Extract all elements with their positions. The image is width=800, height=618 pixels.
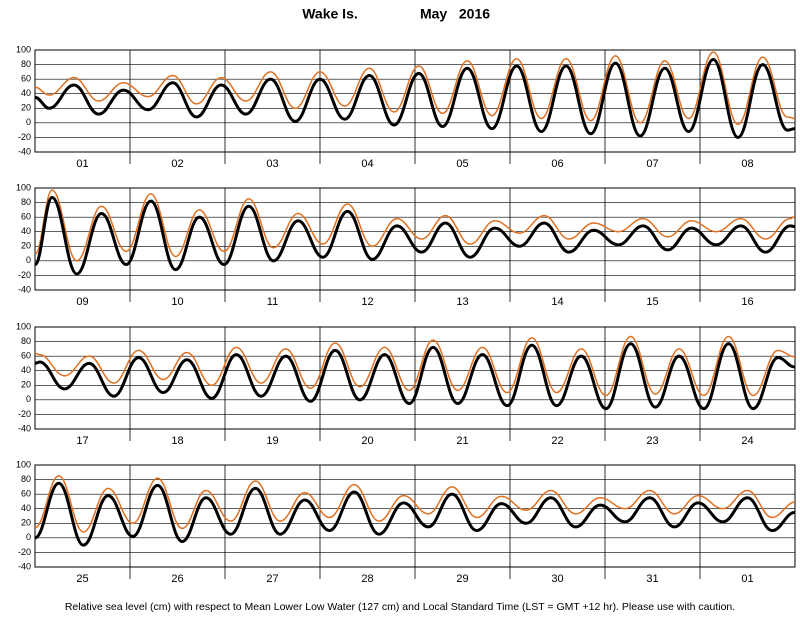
- day-label: 13: [456, 296, 468, 308]
- y-tick-label: -40: [18, 284, 31, 294]
- y-tick-label: 20: [21, 103, 31, 113]
- day-label: 25: [76, 573, 88, 585]
- y-tick-label: 60: [21, 74, 31, 84]
- day-label: 16: [741, 296, 753, 308]
- y-tick-label: -40: [18, 423, 31, 433]
- y-tick-label: 80: [21, 59, 31, 69]
- y-tick-label: 60: [21, 351, 31, 361]
- day-label: 29: [456, 573, 468, 585]
- day-label: 24: [741, 435, 753, 447]
- day-label: 30: [551, 573, 563, 585]
- y-tick-label: -40: [18, 561, 31, 571]
- y-tick-label: 80: [21, 197, 31, 207]
- day-label: 08: [741, 158, 753, 170]
- y-tick-label: 0: [26, 394, 31, 404]
- y-tick-label: 20: [21, 380, 31, 390]
- tide-line: [35, 342, 795, 411]
- y-tick-label: 0: [26, 532, 31, 542]
- day-label: 03: [266, 158, 278, 170]
- day-label: 05: [456, 158, 468, 170]
- y-tick-label: 100: [16, 44, 31, 54]
- subtitle: May 2016: [420, 6, 490, 22]
- y-tick-label: 100: [16, 459, 31, 469]
- day-label: 18: [171, 435, 183, 447]
- day-label: 19: [266, 435, 278, 447]
- day-label: 01: [76, 158, 88, 170]
- tide-line: [35, 57, 795, 139]
- tide-line: [35, 335, 795, 397]
- day-label: 04: [361, 158, 373, 170]
- footnote: Relative sea level (cm) with respect to …: [65, 601, 735, 613]
- y-tick-label: 40: [21, 503, 31, 513]
- tide-line: [35, 195, 795, 276]
- day-label: 02: [171, 158, 183, 170]
- day-label: 07: [646, 158, 658, 170]
- tide-line: [35, 481, 795, 547]
- day-label: 20: [361, 435, 373, 447]
- y-tick-label: 40: [21, 226, 31, 236]
- tide-line: [35, 189, 795, 262]
- day-label: 23: [646, 435, 658, 447]
- y-tick-label: 40: [21, 88, 31, 98]
- day-label: 15: [646, 296, 658, 308]
- day-label: 09: [76, 296, 88, 308]
- day-label: 22: [551, 435, 563, 447]
- day-label: 28: [361, 573, 373, 585]
- day-label: 12: [361, 296, 373, 308]
- y-tick-label: 60: [21, 489, 31, 499]
- day-label: 31: [646, 573, 658, 585]
- day-label: 17: [76, 435, 88, 447]
- y-tick-label: 60: [21, 212, 31, 222]
- y-tick-label: 0: [26, 255, 31, 265]
- y-tick-label: 100: [16, 182, 31, 192]
- day-label: 27: [266, 573, 278, 585]
- y-tick-label: 20: [21, 241, 31, 251]
- y-tick-label: 100: [16, 321, 31, 331]
- y-tick-label: -40: [18, 146, 31, 156]
- y-tick-label: -20: [18, 270, 31, 280]
- y-tick-label: 0: [26, 117, 31, 127]
- day-label: 11: [267, 296, 278, 308]
- day-label: 01: [741, 573, 753, 585]
- day-label: 21: [456, 435, 468, 447]
- y-tick-label: 40: [21, 365, 31, 375]
- tide-line: [35, 475, 795, 533]
- day-label: 26: [171, 573, 183, 585]
- y-tick-label: -20: [18, 409, 31, 419]
- y-tick-label: 20: [21, 518, 31, 528]
- day-label: 14: [551, 296, 563, 308]
- tide-line: [35, 51, 795, 126]
- y-tick-label: 80: [21, 474, 31, 484]
- day-label: 06: [551, 158, 563, 170]
- title: Wake Is.: [302, 6, 358, 22]
- y-tick-label: 80: [21, 336, 31, 346]
- y-tick-label: -20: [18, 547, 31, 557]
- day-label: 10: [171, 296, 183, 308]
- y-tick-label: -20: [18, 132, 31, 142]
